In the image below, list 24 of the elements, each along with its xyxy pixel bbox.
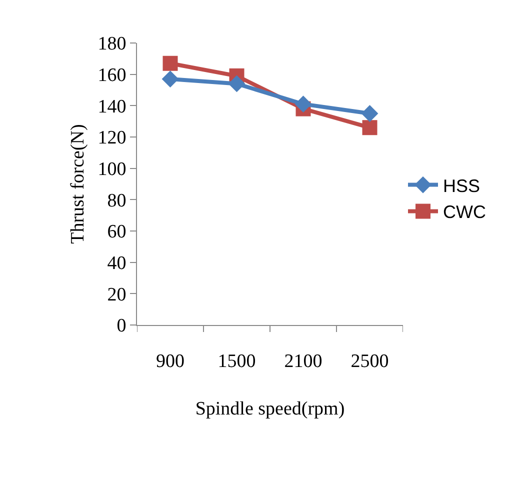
point xyxy=(361,105,378,122)
x-tick-label: 900 xyxy=(156,350,184,372)
x-axis-title: Spindle speed(rpm) xyxy=(195,398,345,420)
point xyxy=(228,75,246,92)
x-tick-label: 2500 xyxy=(350,350,389,372)
y-tick-label: 20 xyxy=(107,284,126,306)
y-tick-label: 180 xyxy=(98,34,126,55)
legend-label: CWC xyxy=(443,202,486,222)
y-tick-label: 60 xyxy=(107,222,126,243)
y-tick-label: 80 xyxy=(107,190,126,212)
point xyxy=(162,70,179,88)
legend-label: HSS xyxy=(443,176,480,196)
y-tick-label: 120 xyxy=(98,128,126,149)
y-axis-title: Thrust force(N) xyxy=(68,124,89,244)
point xyxy=(362,120,378,136)
x-tick-label: 2100 xyxy=(284,350,322,372)
y-tick-label: 40 xyxy=(107,252,126,274)
y-tick-label: 140 xyxy=(98,96,126,118)
y-tick-label: 100 xyxy=(98,158,126,180)
point xyxy=(162,56,178,71)
x-tick-label: 1500 xyxy=(218,350,256,372)
y-tick-label: 160 xyxy=(98,64,126,86)
point xyxy=(294,96,312,113)
y-tick-label: 0 xyxy=(116,316,126,337)
